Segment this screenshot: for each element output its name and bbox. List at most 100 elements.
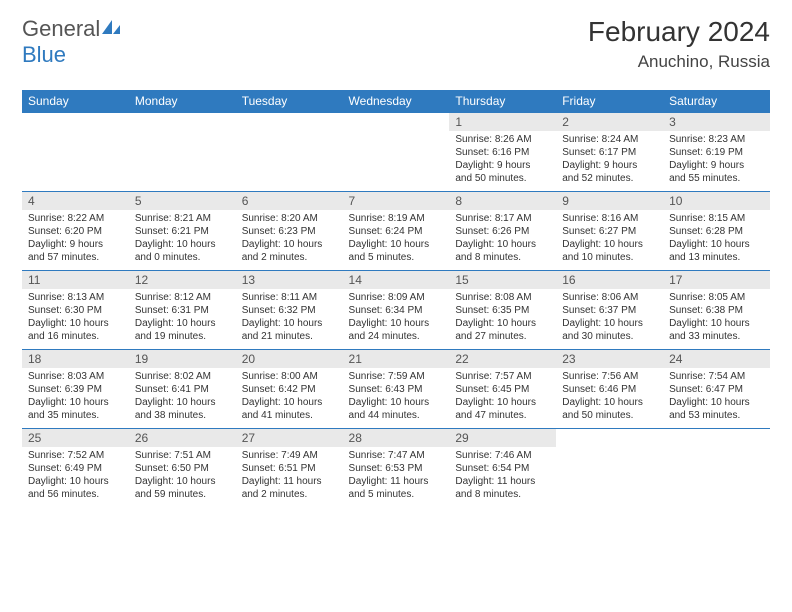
sunrise-text: Sunrise: 8:19 AM [349,212,444,225]
day-number: 23 [556,350,663,369]
day-cell: Sunrise: 7:56 AMSunset: 6:46 PMDaylight:… [556,368,663,429]
sunrise-text: Sunrise: 8:17 AM [455,212,550,225]
daylight-text: and 50 minutes. [562,409,657,422]
sail-icon [100,16,122,42]
day-cell-empty [22,131,129,192]
day-number: 28 [343,429,450,448]
day-number: 27 [236,429,343,448]
daylight-text: Daylight: 10 hours [135,238,230,251]
daylight-text: Daylight: 10 hours [28,396,123,409]
sunset-text: Sunset: 6:30 PM [28,304,123,317]
daylight-text: and 24 minutes. [349,330,444,343]
weekday-header: Tuesday [236,90,343,113]
weekday-header: Sunday [22,90,129,113]
day-cell: Sunrise: 7:59 AMSunset: 6:43 PMDaylight:… [343,368,450,429]
day-cell: Sunrise: 8:02 AMSunset: 6:41 PMDaylight:… [129,368,236,429]
daylight-text: Daylight: 10 hours [349,238,444,251]
sunset-text: Sunset: 6:42 PM [242,383,337,396]
day-number: 6 [236,192,343,211]
daylight-text: and 35 minutes. [28,409,123,422]
day-cell: Sunrise: 8:26 AMSunset: 6:16 PMDaylight:… [449,131,556,192]
sunrise-text: Sunrise: 8:26 AM [455,133,550,146]
sunset-text: Sunset: 6:17 PM [562,146,657,159]
title-block: February 2024 Anuchino, Russia [588,16,770,72]
day-number-row: 45678910 [22,192,770,211]
daylight-text: Daylight: 10 hours [669,238,764,251]
daylight-text: Daylight: 9 hours [562,159,657,172]
daylight-text: and 13 minutes. [669,251,764,264]
sunset-text: Sunset: 6:20 PM [28,225,123,238]
daylight-text: Daylight: 11 hours [455,475,550,488]
day-number-row: 2526272829 [22,429,770,448]
day-number-row: 18192021222324 [22,350,770,369]
day-cell: Sunrise: 8:08 AMSunset: 6:35 PMDaylight:… [449,289,556,350]
day-number: 11 [22,271,129,290]
day-cell: Sunrise: 8:24 AMSunset: 6:17 PMDaylight:… [556,131,663,192]
day-number: 21 [343,350,450,369]
day-cell: Sunrise: 8:09 AMSunset: 6:34 PMDaylight:… [343,289,450,350]
daylight-text: Daylight: 10 hours [28,317,123,330]
day-number: 20 [236,350,343,369]
sunrise-text: Sunrise: 8:00 AM [242,370,337,383]
sunrise-text: Sunrise: 8:05 AM [669,291,764,304]
daylight-text: and 44 minutes. [349,409,444,422]
calendar-table: SundayMondayTuesdayWednesdayThursdayFrid… [22,90,770,507]
sunset-text: Sunset: 6:35 PM [455,304,550,317]
sunrise-text: Sunrise: 8:02 AM [135,370,230,383]
day-number: 4 [22,192,129,211]
sunrise-text: Sunrise: 7:46 AM [455,449,550,462]
day-content-row: Sunrise: 7:52 AMSunset: 6:49 PMDaylight:… [22,447,770,507]
day-cell: Sunrise: 7:46 AMSunset: 6:54 PMDaylight:… [449,447,556,507]
daylight-text: and 57 minutes. [28,251,123,264]
sunset-text: Sunset: 6:27 PM [562,225,657,238]
sunset-text: Sunset: 6:19 PM [669,146,764,159]
day-number: 19 [129,350,236,369]
sunset-text: Sunset: 6:21 PM [135,225,230,238]
daylight-text: Daylight: 10 hours [562,238,657,251]
sunrise-text: Sunrise: 8:06 AM [562,291,657,304]
daylight-text: and 53 minutes. [669,409,764,422]
sunset-text: Sunset: 6:49 PM [28,462,123,475]
daylight-text: Daylight: 10 hours [135,317,230,330]
day-number: 14 [343,271,450,290]
day-number-empty [556,429,663,448]
day-number-empty [129,113,236,132]
daylight-text: and 50 minutes. [455,172,550,185]
daylight-text: Daylight: 10 hours [349,317,444,330]
daylight-text: and 33 minutes. [669,330,764,343]
sunset-text: Sunset: 6:31 PM [135,304,230,317]
daylight-text: Daylight: 10 hours [562,396,657,409]
weekday-header: Saturday [663,90,770,113]
sunset-text: Sunset: 6:34 PM [349,304,444,317]
daylight-text: Daylight: 10 hours [669,396,764,409]
daylight-text: Daylight: 10 hours [669,317,764,330]
daylight-text: and 5 minutes. [349,488,444,501]
sunrise-text: Sunrise: 8:20 AM [242,212,337,225]
day-number: 3 [663,113,770,132]
day-number: 13 [236,271,343,290]
header: GeneralBlue February 2024 Anuchino, Russ… [22,16,770,72]
day-number: 7 [343,192,450,211]
day-cell: Sunrise: 7:51 AMSunset: 6:50 PMDaylight:… [129,447,236,507]
daylight-text: and 19 minutes. [135,330,230,343]
sunrise-text: Sunrise: 8:22 AM [28,212,123,225]
sunset-text: Sunset: 6:45 PM [455,383,550,396]
page-title: February 2024 [588,16,770,48]
day-number: 15 [449,271,556,290]
sunset-text: Sunset: 6:50 PM [135,462,230,475]
daylight-text: and 55 minutes. [669,172,764,185]
day-cell: Sunrise: 8:15 AMSunset: 6:28 PMDaylight:… [663,210,770,271]
sunset-text: Sunset: 6:26 PM [455,225,550,238]
day-number: 17 [663,271,770,290]
daylight-text: and 52 minutes. [562,172,657,185]
daylight-text: and 10 minutes. [562,251,657,264]
day-number: 5 [129,192,236,211]
day-cell: Sunrise: 8:23 AMSunset: 6:19 PMDaylight:… [663,131,770,192]
sunset-text: Sunset: 6:41 PM [135,383,230,396]
day-number: 10 [663,192,770,211]
sunrise-text: Sunrise: 8:09 AM [349,291,444,304]
day-number-empty [22,113,129,132]
daylight-text: Daylight: 11 hours [242,475,337,488]
sunrise-text: Sunrise: 8:16 AM [562,212,657,225]
day-cell: Sunrise: 8:17 AMSunset: 6:26 PMDaylight:… [449,210,556,271]
